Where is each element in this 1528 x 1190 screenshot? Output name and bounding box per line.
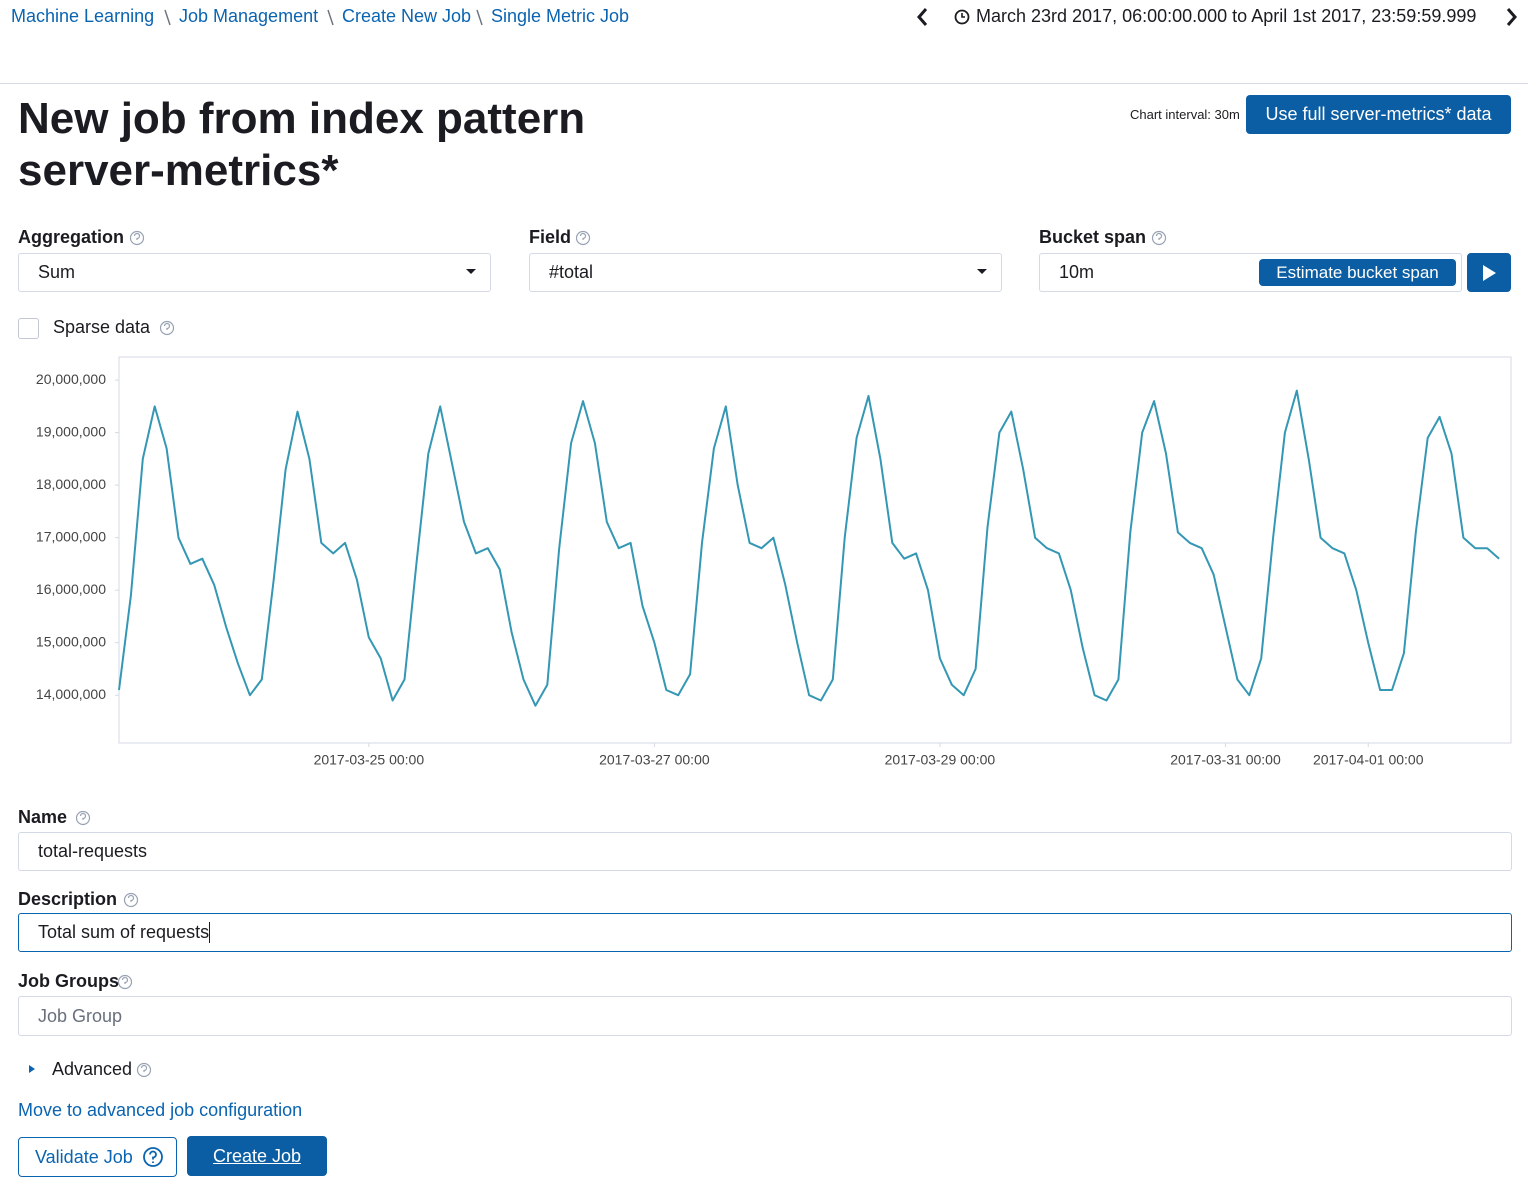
- y-tick-label: 14,000,000: [36, 686, 106, 702]
- field-label: Description: [18, 889, 117, 910]
- input-value: 10m: [1059, 262, 1094, 283]
- input-value: total-requests: [38, 841, 147, 862]
- y-tick-label: 15,000,000: [36, 633, 106, 649]
- breadcrumb-separators: [0, 0, 640, 36]
- advanced-link[interactable]: Move to advanced job configuration: [18, 1100, 302, 1121]
- x-tick-label: 2017-03-25 00:00: [314, 752, 425, 768]
- field-label: Aggregation: [18, 227, 124, 248]
- input-value: Total sum of requests: [38, 922, 210, 943]
- y-tick-label: 20,000,000: [36, 371, 106, 387]
- checkbox-label: Sparse data: [53, 317, 150, 338]
- field-label: Bucket span: [1039, 227, 1146, 248]
- chart-interval: Chart interval: 30m: [1130, 107, 1240, 122]
- validate-button[interactable]: Validate Job: [18, 1137, 177, 1177]
- select-value: #total: [549, 262, 593, 283]
- y-tick-label: 19,000,000: [36, 423, 106, 439]
- use-full-data-button[interactable]: Use full server-metrics* data: [1246, 95, 1511, 134]
- field-label: Field: [529, 227, 571, 248]
- x-tick-label: 2017-03-27 00:00: [599, 752, 710, 768]
- sparse-checkbox[interactable]: [18, 318, 39, 339]
- play-icon: [1481, 264, 1497, 282]
- chart: 14,000,000 15,000,000 16,000,000 17,000,000…: [0, 340, 1528, 780]
- name-input[interactable]: total-requests: [18, 832, 1512, 871]
- run-button[interactable]: [1467, 253, 1511, 292]
- plot-frame: [119, 357, 1511, 743]
- clock-icon: [954, 9, 970, 25]
- y-tick-label: 18,000,000: [36, 476, 106, 492]
- divider: [0, 83, 1528, 84]
- x-tick-label: 2017-03-31 00:00: [1170, 752, 1281, 768]
- advanced-toggle[interactable]: Advanced: [52, 1059, 132, 1080]
- x-tick-label: 2017-04-01 00:00: [1313, 752, 1424, 768]
- create-button[interactable]: Create Job: [187, 1136, 327, 1176]
- estimate-button[interactable]: Estimate bucket span: [1259, 259, 1456, 286]
- select-value: Sum: [38, 262, 75, 283]
- help-icon: [142, 1146, 164, 1168]
- description-input[interactable]: Total sum of requests: [18, 913, 1512, 952]
- field-select[interactable]: #total: [529, 253, 1002, 292]
- x-tick-label: 2017-03-29 00:00: [885, 752, 996, 768]
- placeholder: Job Group: [38, 1006, 122, 1027]
- previous-arrow[interactable]: [912, 6, 934, 28]
- time-range[interactable]: March 23rd 2017, 06:00:00.000 to April 1…: [976, 6, 1476, 27]
- data-line: [119, 391, 1499, 706]
- aggregation-select[interactable]: Sum: [18, 253, 491, 292]
- y-tick-label: 17,000,000: [36, 528, 106, 544]
- y-tick-label: 16,000,000: [36, 581, 106, 597]
- job-groups-input[interactable]: Job Group: [18, 996, 1512, 1036]
- field-label: Name: [18, 807, 67, 828]
- field-label: Job Groups: [18, 971, 119, 992]
- button-label: Validate Job: [35, 1147, 133, 1168]
- page-title: New job from index pattern server-metric…: [18, 93, 738, 197]
- next-arrow[interactable]: [1500, 6, 1522, 28]
